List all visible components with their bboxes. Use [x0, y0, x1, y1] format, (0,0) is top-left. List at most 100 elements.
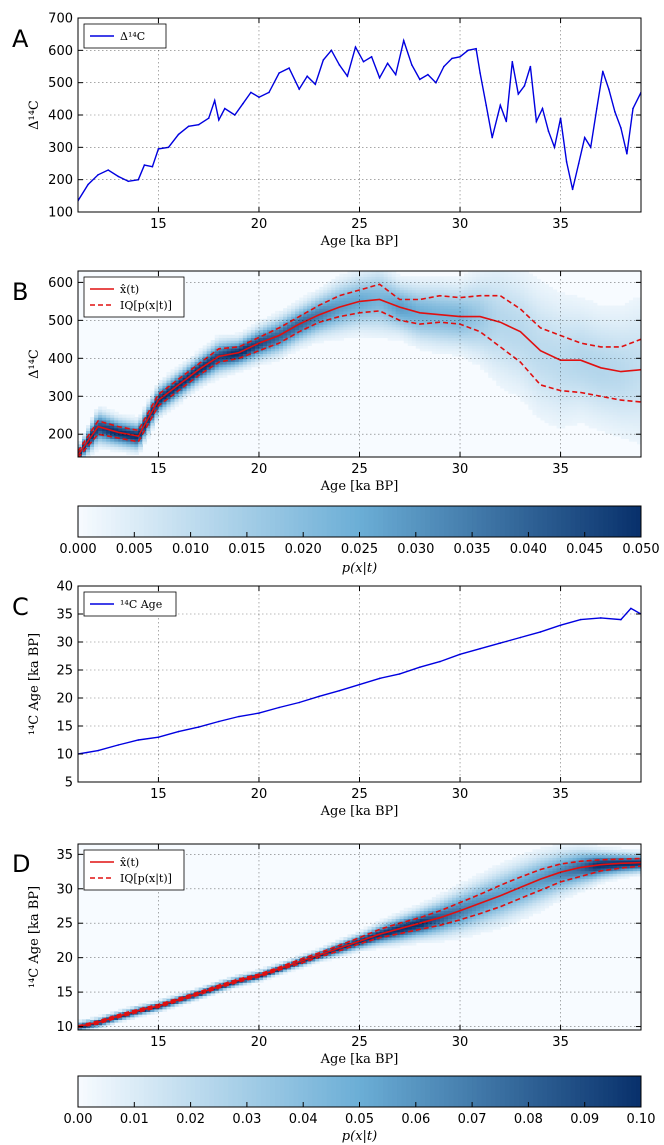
heatmap-cell [347, 289, 353, 293]
heatmap-cell [488, 300, 493, 304]
heatmap-cell [520, 340, 525, 344]
heatmap-cell [552, 385, 558, 389]
heatmap-cell [616, 329, 622, 333]
heatmap-cell [431, 913, 437, 917]
heatmap-cell [379, 276, 385, 280]
heatmap-cell [122, 419, 127, 424]
heatmap-cell [608, 411, 614, 416]
heatmap-cell [588, 422, 594, 426]
heatmap-cell [190, 387, 196, 392]
heatmap-cell [560, 385, 566, 389]
heatmap-cell [496, 281, 501, 285]
heatmap-cell [512, 382, 517, 386]
heatmap-cell [387, 286, 393, 291]
heatmap-cell [472, 329, 477, 333]
heatmap-cell [512, 332, 517, 336]
heatmap-cell [468, 276, 473, 280]
heatmap-cell [624, 422, 630, 426]
heatmap-cell [560, 419, 566, 424]
heatmap-cell [512, 334, 517, 339]
heatmap-cell [596, 308, 602, 312]
heatmap-cell [536, 366, 542, 370]
heatmap-cell [596, 406, 602, 410]
heatmap-cell [524, 337, 529, 341]
heatmap-cell [592, 358, 598, 362]
heatmap-cell [427, 937, 433, 941]
heatmap-cell [616, 371, 622, 376]
heatmap-cell [544, 395, 550, 400]
heatmap-cell [275, 332, 280, 336]
heatmap-cell [391, 931, 397, 935]
heatmap-cell [596, 332, 602, 336]
heatmap-cell [186, 366, 192, 370]
heatmap-cell [411, 931, 417, 935]
heatmap-cell [258, 318, 264, 323]
heatmap-cell [632, 406, 638, 410]
colorbar-segment [622, 506, 628, 537]
heatmap-cell [443, 297, 449, 301]
heatmap-cell [379, 326, 385, 331]
heatmap-cell [548, 334, 554, 339]
heatmap-cell [516, 278, 521, 283]
heatmap-cell [363, 289, 369, 293]
heatmap-cell [536, 377, 542, 381]
heatmap-cell [291, 968, 296, 973]
heatmap-cell [106, 1014, 111, 1018]
heatmap-cell [415, 284, 421, 288]
heatmap-cell [291, 958, 296, 962]
heatmap-cell [552, 313, 558, 317]
heatmap-cell [395, 334, 401, 339]
heatmap-cell [596, 326, 602, 331]
heatmap-cell [500, 286, 505, 291]
data-point [107, 169, 109, 171]
heatmap-cell [234, 369, 240, 373]
heatmap-cell [616, 350, 622, 354]
heatmap-cell [347, 321, 353, 325]
heatmap-cell [315, 308, 320, 312]
heatmap-cell [588, 305, 594, 309]
heatmap-cell [580, 403, 586, 408]
heatmap-cell [576, 342, 582, 346]
heatmap-cell [604, 390, 610, 394]
colorbar-segment [364, 506, 370, 537]
heatmap-cell [608, 430, 614, 434]
heatmap-cell [500, 340, 505, 344]
heatmap-cell [371, 947, 377, 951]
heatmap-cell [612, 337, 618, 341]
heatmap-cell [512, 281, 517, 285]
colorbar-segment [162, 506, 168, 537]
heatmap-cell [258, 321, 264, 325]
heatmap-cell [632, 313, 638, 317]
heatmap-cell [632, 329, 638, 333]
heatmap-cell [536, 294, 542, 299]
heatmap-cell [484, 342, 489, 346]
heatmap-cell [468, 281, 473, 285]
heatmap-cell [439, 334, 445, 339]
heatmap-cell [468, 321, 473, 325]
heatmap-cell [544, 326, 550, 331]
heatmap-cell [387, 939, 393, 943]
heatmap-cell [431, 308, 437, 312]
heatmap-cell [592, 401, 598, 405]
heatmap-cell [238, 358, 244, 362]
heatmap-cell [588, 385, 594, 389]
heatmap-cell [122, 443, 127, 447]
heatmap-cell [520, 326, 525, 331]
heatmap-cell [484, 353, 489, 357]
heatmap-cell [616, 419, 622, 424]
data-point [608, 88, 610, 90]
heatmap-cell [347, 310, 353, 315]
heatmap-cell [568, 366, 574, 370]
heatmap-cell [556, 358, 562, 362]
heatmap-cell [234, 976, 240, 981]
heatmap-cell [548, 403, 554, 408]
heatmap-cell [620, 406, 626, 410]
heatmap-cell [262, 966, 268, 970]
heatmap-cell [391, 316, 397, 320]
heatmap-cell [391, 289, 397, 293]
heatmap-cell [222, 337, 228, 341]
heatmap-cell [423, 310, 429, 315]
heatmap-cell [315, 332, 320, 336]
heatmap-cell [532, 278, 538, 283]
heatmap-cell [315, 337, 320, 341]
